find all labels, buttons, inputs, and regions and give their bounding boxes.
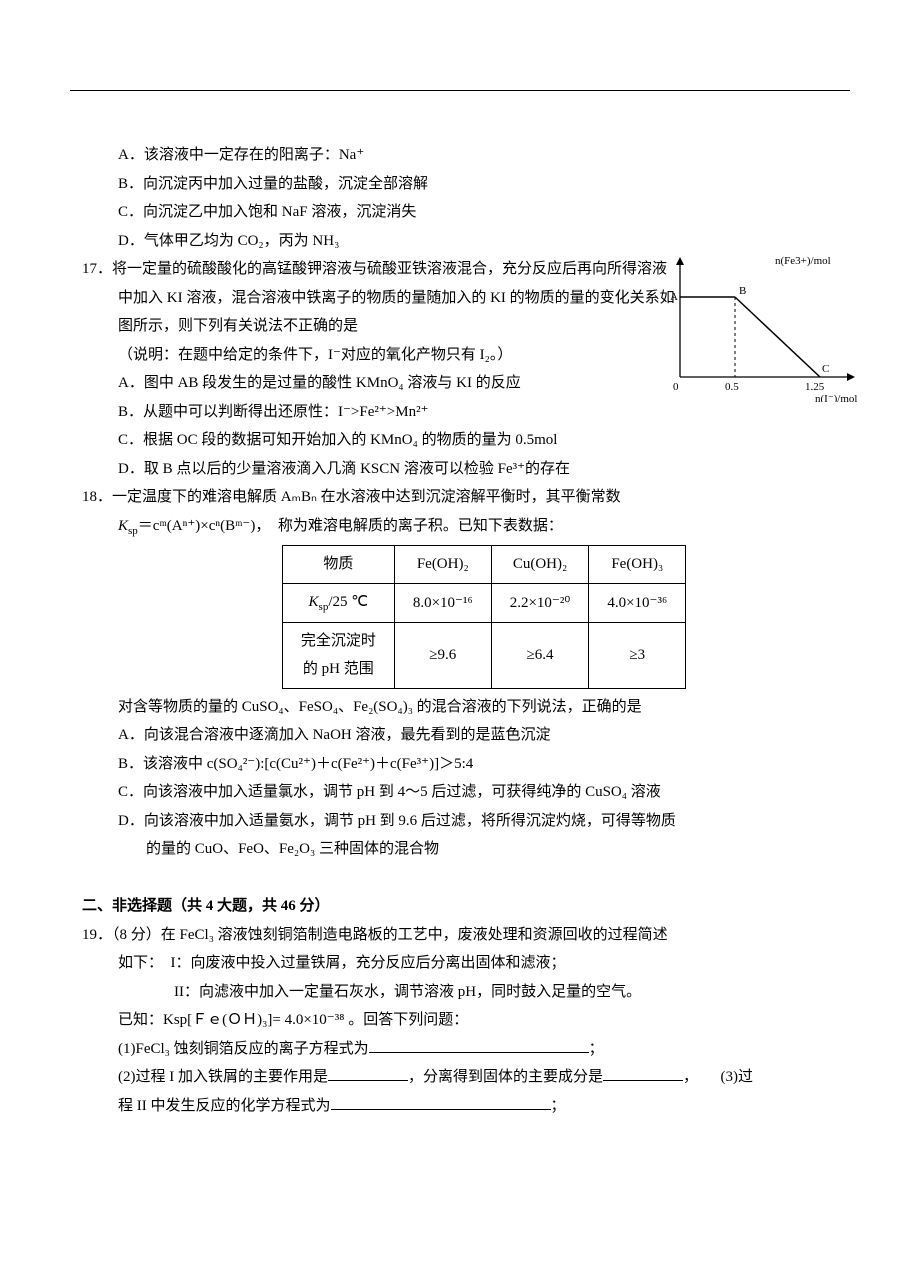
q16-option-d: D．气体甲乙均为 CO₂，丙为 NH₃ (118, 227, 850, 256)
chart-xtick-2: 1.25 (805, 381, 825, 393)
page-divider (70, 90, 850, 91)
blank-1[interactable] (369, 1037, 589, 1053)
chart-y-label: n(Fe3+)/mol (775, 255, 831, 267)
th-substance: 物质 (282, 546, 394, 584)
q18-option-c: C．向该溶液中加入适量氯水，调节 pH 到 4～5 后过滤，可获得纯净的 CuS… (118, 778, 850, 807)
q17-option-c: C．根据 OC 段的数据可知开始加入的 KMnO₄ 的物质的量为 0.5mol (118, 426, 850, 455)
q18-option-a: A．向该混合溶液中逐滴加入 NaOH 溶液，最先看到的是蓝色沉淀 (118, 721, 850, 750)
ph-feoh3: ≥3 (589, 622, 686, 688)
q18-option-b: B．该溶液中 c(SO₄²⁻):[c(Cu²⁺)＋c(Fe²⁺)＋c(Fe³⁺)… (118, 750, 850, 779)
q17-number: 17． (82, 261, 112, 277)
chart-point-c: C (822, 363, 829, 375)
q19-stem-line4: 已知：Ksp[Ｆｅ(ＯＨ)₃]= 4.0×10⁻³⁸ 。回答下列问题： (118, 1006, 850, 1035)
ksp-feoh2: 8.0×10⁻¹⁶ (394, 583, 491, 622)
blank-3[interactable] (331, 1094, 551, 1110)
q19-part1: (1)FeCl₃ 蚀刻铜箔反应的离子方程式为； (118, 1035, 850, 1064)
ph-cuoh2: ≥6.4 (491, 622, 589, 688)
q19-stem-line3: II：向滤液中加入一定量石灰水，调节溶液 pH，同时鼓入足量的空气。 (174, 978, 850, 1007)
q16-option-a: A．该溶液中一定存在的阳离子：Na⁺ (118, 141, 850, 170)
q18-table: 物质 Fe(OH)₂ Cu(OH)₂ Fe(OH)₃ Ksp/25 ℃ 8.0×… (282, 545, 686, 688)
q17-stem-line1: 将一定量的硫酸酸化的高锰酸钾溶液与硫酸亚铁溶液混合，充分反应后再向所得溶液 (112, 261, 667, 277)
q16-option-c: C．向沉淀乙中加入饱和 NaF 溶液，沉淀消失 (118, 198, 850, 227)
th-feoh3: Fe(OH)₃ (589, 546, 686, 584)
blank-2b[interactable] (603, 1065, 683, 1081)
q18-option-d-l1: D．向该溶液中加入适量氨水，调节 pH 到 9.6 后过滤，将所得沉淀灼烧，可得… (118, 807, 850, 836)
row-ph-label: 完全沉淀时 的 pH 范围 (282, 622, 394, 688)
q19-number: 19． (82, 927, 112, 943)
q19-part3: 程 II 中发生反应的化学方程式为； (118, 1092, 850, 1121)
q17-chart: n(Fe3+)/mol A B C 0 0.5 1.25 n(I⁻)/mol (655, 252, 860, 402)
th-feoh2: Fe(OH)₂ (394, 546, 491, 584)
ph-feoh2: ≥9.6 (394, 622, 491, 688)
q17-option-d: D．取 B 点以后的少量溶液滴入几滴 KSCN 溶液可以检验 Fe³⁺的存在 (118, 455, 850, 484)
q18-option-d-l2: 的量的 CuO、FeO、Fe₂O₃ 三种固体的混合物 (146, 835, 850, 864)
th-cuoh2: Cu(OH)₂ (491, 546, 589, 584)
q19-stem-line2: 如下： I：向废液中投入过量铁屑，充分反应后分离出固体和滤液； (118, 949, 850, 978)
q19: 19．（8 分）在 FeCl₃ 溶液蚀刻铜箔制造电路板的工艺中，废液处理和资源回… (82, 921, 850, 1121)
row-ksp-label: Ksp/25 ℃ (282, 583, 394, 622)
q17: 17．将一定量的硫酸酸化的高锰酸钾溶液与硫酸亚铁溶液混合，充分反应后再向所得溶液… (82, 255, 850, 483)
chart-x-label: n(I⁻)/mol (815, 393, 857, 402)
blank-2a[interactable] (328, 1065, 408, 1081)
q18-after-table: 对含等物质的量的 CuSO₄、FeSO₄、Fe₂(SO₄)₃ 的混合溶液的下列说… (118, 693, 850, 722)
ksp-feoh3: 4.0×10⁻³⁶ (589, 583, 686, 622)
section-2-title: 二、非选择题（共 4 大题，共 46 分） (82, 892, 850, 921)
chart-xtick-1: 0.5 (725, 381, 739, 393)
ksp-cuoh2: 2.2×10⁻²⁰ (491, 583, 589, 622)
q19-part2: (2)过程 I 加入铁屑的主要作用是，分离得到固体的主要成分是， (3)过 (118, 1063, 850, 1092)
q18-stem-line1: 一定温度下的难溶电解质 AₘBₙ 在水溶液中达到沉淀溶解平衡时，其平衡常数 (112, 489, 621, 505)
q19-stem-line1: （8 分）在 FeCl₃ 溶液蚀刻铜箔制造电路板的工艺中，废液处理和资源回收的过… (112, 927, 668, 943)
q18: 18．一定温度下的难溶电解质 AₘBₙ 在水溶液中达到沉淀溶解平衡时，其平衡常数… (82, 483, 850, 864)
chart-point-b: B (739, 285, 746, 297)
q16-option-b: B．向沉淀丙中加入过量的盐酸，沉淀全部溶解 (118, 170, 850, 199)
q18-number: 18． (82, 489, 112, 505)
chart-xtick-0: 0 (673, 381, 679, 393)
q18-stem-line2: Ksp＝cᵐ(Aⁿ⁺)×cⁿ(Bᵐ⁻)， 称为难溶电解质的离子积。已知下表数据： (118, 512, 850, 542)
